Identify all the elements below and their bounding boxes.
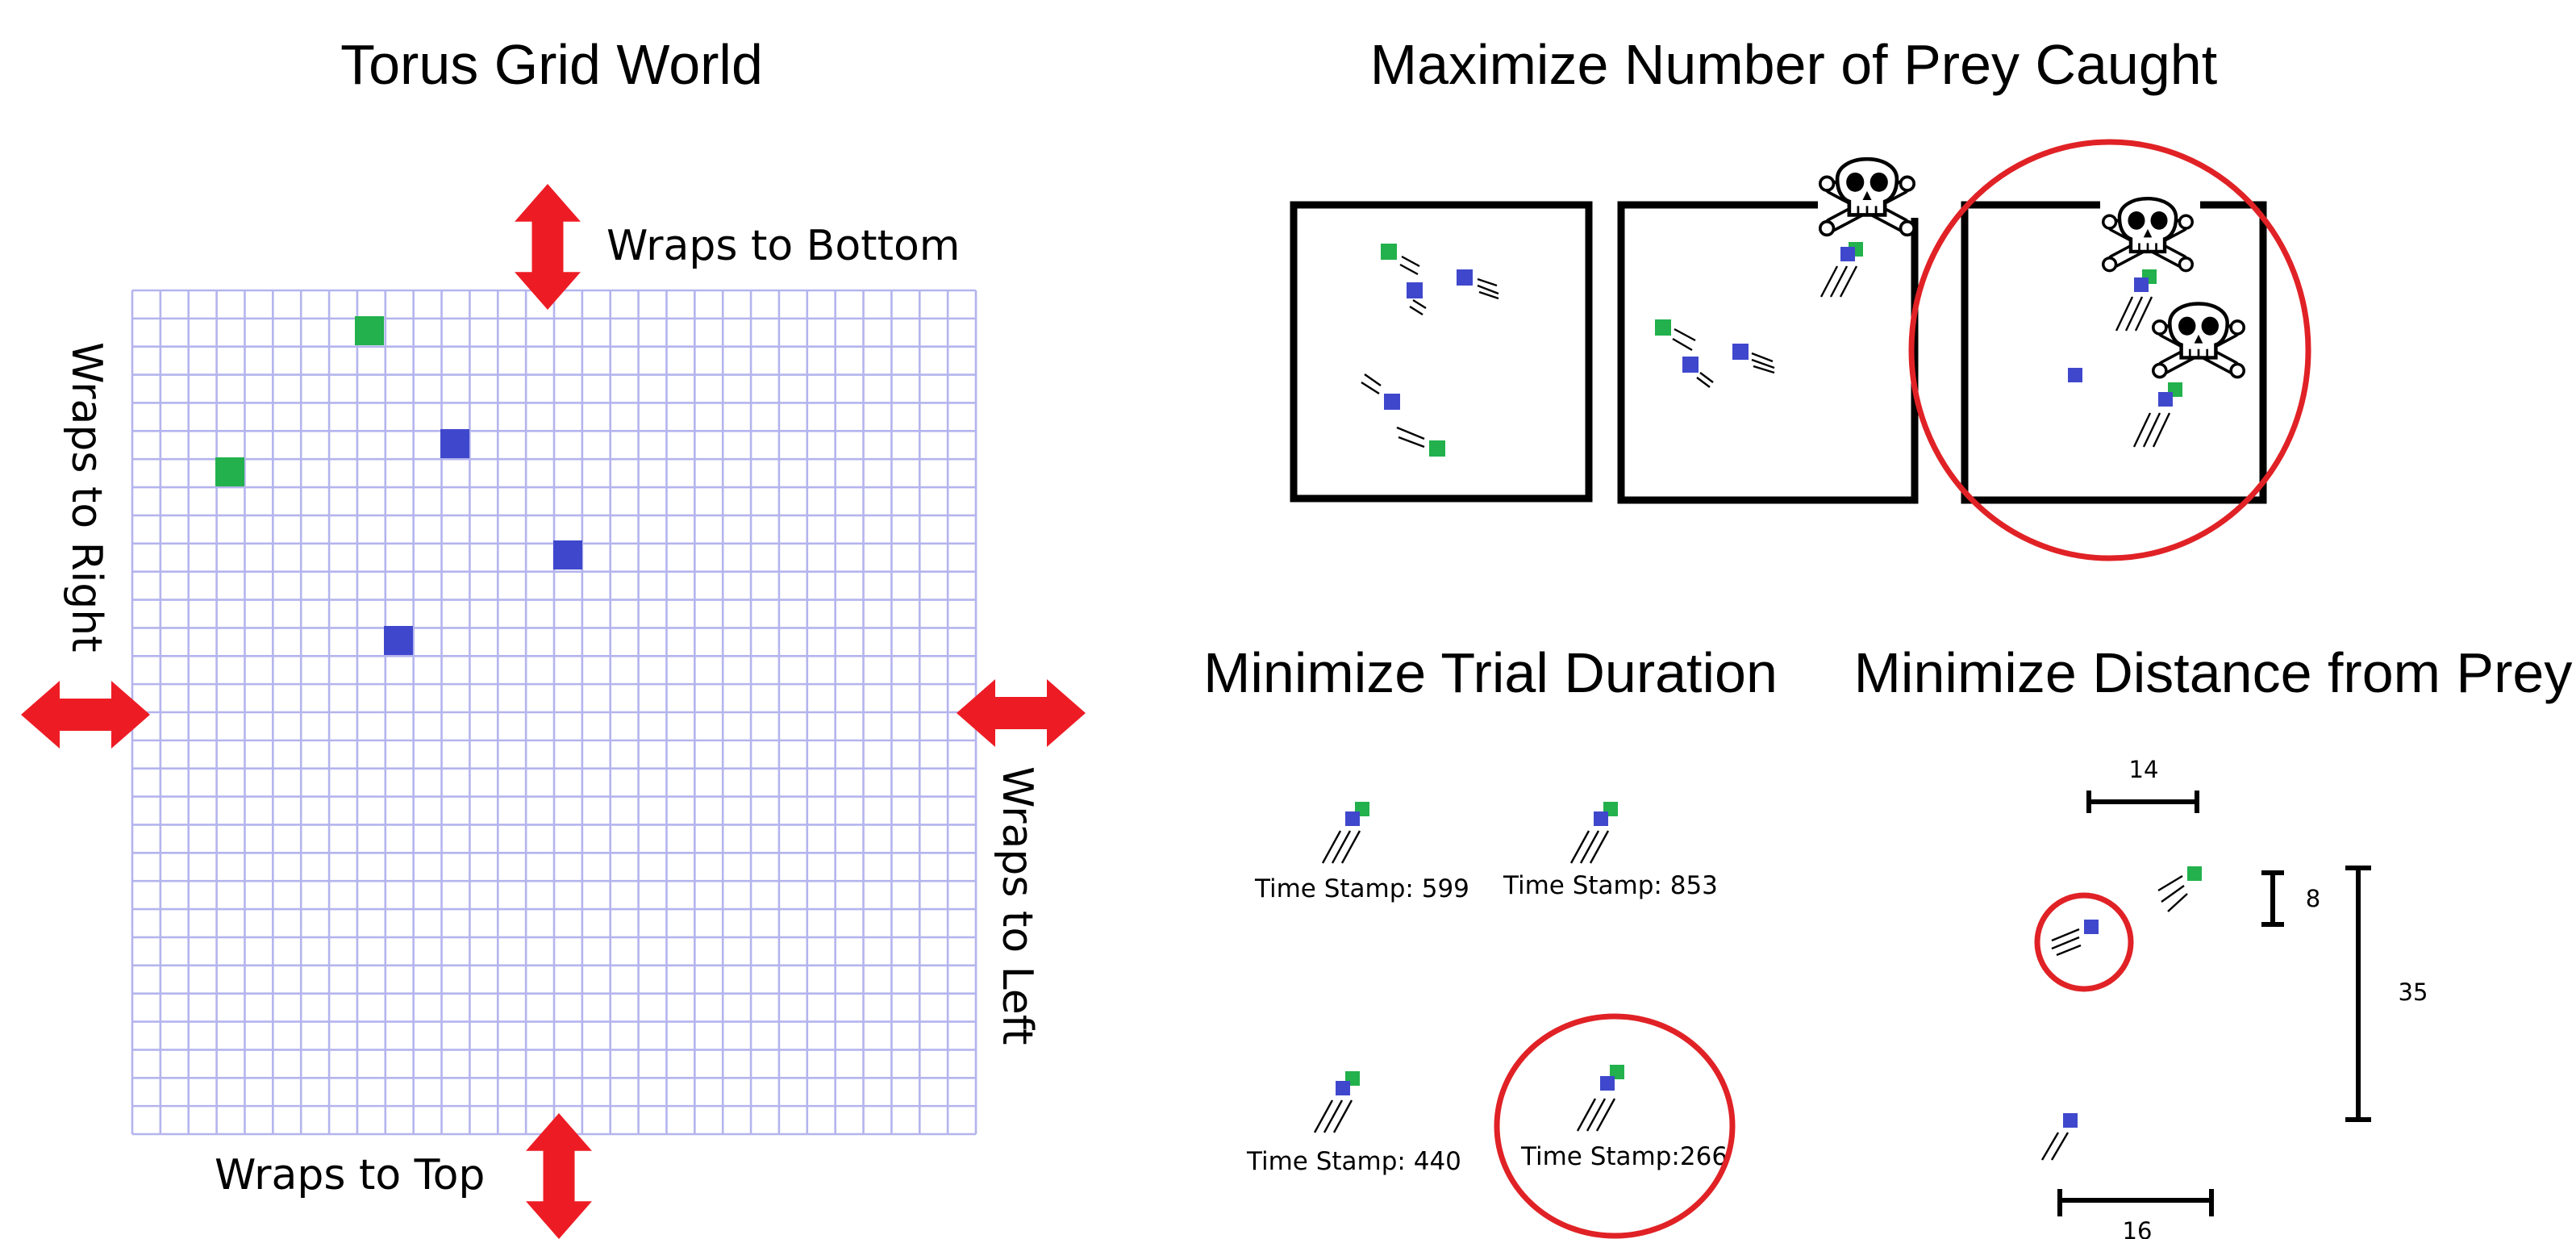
motion-lines: [1672, 327, 1696, 352]
distance-bar-14: [2086, 791, 2199, 813]
prey-square: [1381, 244, 1397, 260]
prey-caught-panel-1: [1290, 201, 1593, 503]
timestamp-label: Time Stamp: 599: [1254, 874, 1469, 903]
predator-square: [2134, 277, 2149, 292]
motion-lines: [2051, 928, 2082, 957]
predator-square: [1840, 247, 1855, 261]
predator-square: [1732, 344, 1749, 360]
distance-label-35: 35: [2399, 978, 2428, 1006]
distance-scene: 14 8 35 16: [2034, 756, 2428, 1239]
distance-label-16: 16: [2123, 1217, 2153, 1239]
motion-lines: [1696, 372, 1714, 388]
motion-lines: [1569, 830, 1610, 864]
duration-trial-1: Time Stamp: 599: [1254, 802, 1469, 903]
timestamp-label: Time Stamp: 853: [1503, 871, 1718, 900]
best-outcome-circle: [1494, 1013, 1736, 1239]
prey-square: [1655, 319, 1671, 336]
best-outcome-circle: [2034, 892, 2134, 992]
predator-square: [1345, 811, 1360, 826]
predator-square: [1457, 269, 1473, 286]
predator-square: [2063, 1113, 2078, 1128]
prey-square: [355, 316, 384, 345]
wraps-to-bottom-label: Wraps to Bottom: [606, 222, 960, 270]
distance-bar-35: [2345, 866, 2371, 1122]
wraps-to-right-label: Wraps to Right: [62, 342, 110, 653]
predator-square: [553, 540, 582, 569]
predator-square: [1336, 1081, 1350, 1095]
motion-lines: [1751, 352, 1775, 374]
motion-lines: [1313, 1099, 1353, 1133]
motion-lines: [1477, 277, 1499, 300]
duration-title: Minimize Trial Duration: [1203, 641, 1778, 704]
motion-lines: [2132, 412, 2171, 448]
predator-square: [384, 626, 413, 655]
distance-title: Minimize Distance from Prey: [1854, 641, 2573, 704]
predator-square: [1384, 394, 1400, 410]
duration-trial-2: Time Stamp: 853: [1503, 802, 1718, 900]
motion-lines: [2157, 874, 2188, 912]
torus-agents: [215, 316, 582, 655]
prey-square: [2187, 866, 2202, 881]
distance-bar-8: [2261, 870, 2284, 927]
predator-square: [1407, 282, 1423, 298]
timestamp-label: Time Stamp:266: [1520, 1142, 1728, 1171]
wraps-to-left-label: Wraps to Left: [993, 766, 1041, 1045]
torus-grid: [131, 289, 977, 1136]
predator-square: [1600, 1076, 1615, 1091]
motion-lines: [1396, 426, 1425, 448]
distance-label-14: 14: [2129, 756, 2159, 783]
duration-trial-4: Time Stamp:266: [1494, 1013, 1736, 1239]
prey-square: [1610, 1065, 1624, 1079]
prey-caught-panel-3: [1908, 139, 2311, 561]
wraps-to-top-label: Wraps to Top: [215, 1151, 485, 1199]
predator-square: [2068, 368, 2082, 382]
duration-trial-3: Time Stamp: 440: [1246, 1071, 1461, 1176]
predator-square: [2084, 920, 2099, 934]
prey-caught-title: Maximize Number of Prey Caught: [1370, 33, 2217, 96]
panel-frame: [1617, 201, 1919, 504]
distance-label-8: 8: [2306, 885, 2320, 912]
prey-square: [215, 457, 244, 486]
skull-and-crossbones-icon: [2103, 198, 2192, 270]
predator-square: [440, 429, 469, 458]
best-outcome-circle: [1908, 139, 2311, 561]
motion-lines: [2115, 296, 2153, 332]
wrap-left-arrow-icon: [21, 681, 150, 749]
panel-frame: [1290, 201, 1593, 503]
motion-lines: [1399, 255, 1427, 316]
motion-lines: [2040, 1132, 2070, 1161]
predator-square: [1594, 811, 1608, 826]
timestamp-label: Time Stamp: 440: [1246, 1147, 1461, 1176]
predator-square: [2158, 392, 2173, 407]
distance-bar-16: [2057, 1189, 2214, 1216]
predator-square: [1682, 357, 1699, 373]
prey-caught-panel-2: [1617, 159, 1919, 504]
motion-lines: [1361, 373, 1382, 395]
motion-lines: [1576, 1098, 1616, 1132]
prey-square: [1429, 440, 1445, 457]
motion-lines: [1321, 830, 1361, 864]
motion-lines: [1819, 265, 1858, 298]
skull-and-crossbones-icon: [1820, 159, 1914, 235]
torus-title: Torus Grid World: [340, 33, 763, 96]
skull-and-crossbones-icon: [2153, 304, 2244, 378]
